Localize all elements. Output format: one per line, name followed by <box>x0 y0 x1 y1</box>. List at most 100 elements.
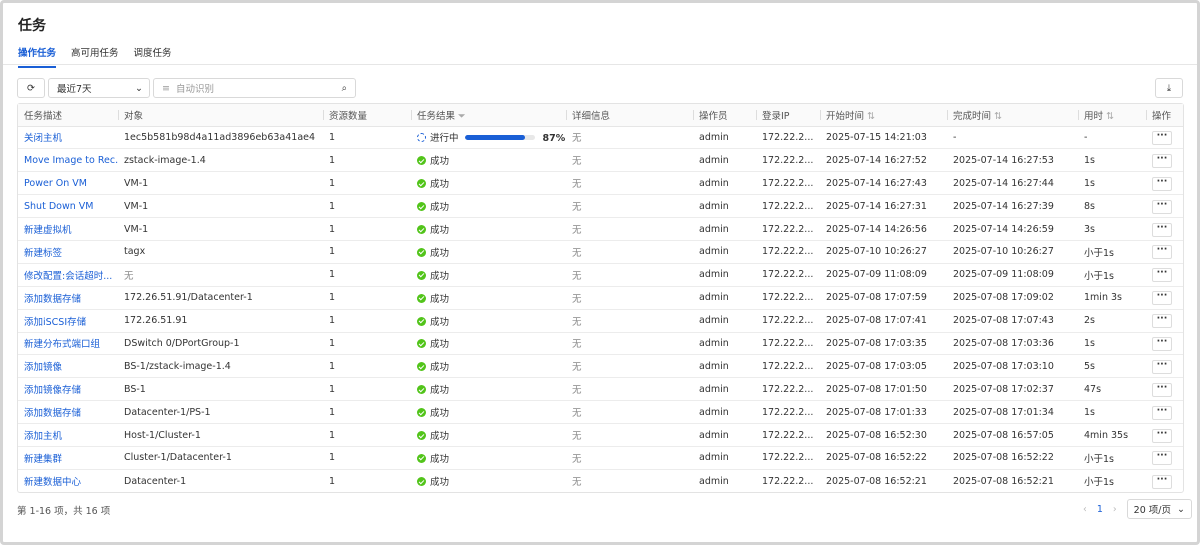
cell-detail: 无 <box>566 400 693 425</box>
tab[interactable]: 操作任务 <box>18 45 57 68</box>
task-link[interactable]: Move Image to Rec... <box>24 154 118 166</box>
progress-fill <box>464 135 526 141</box>
task-link[interactable]: 新建分布式端口组 <box>24 339 101 351</box>
cell-object: 172.26.51.91 <box>118 309 323 333</box>
task-link[interactable]: 新建数据中心 <box>24 477 82 489</box>
task-link[interactable]: 新建集群 <box>24 453 63 465</box>
task-link[interactable]: 添加数据存储 <box>24 293 82 305</box>
cell-start: 2025-07-08 16:52:21 <box>820 469 947 492</box>
refresh-button[interactable]: ⟳ <box>17 78 45 98</box>
task-link[interactable]: 添加镜像 <box>24 362 63 374</box>
task-link[interactable]: 关闭主机 <box>24 133 63 145</box>
cell-text: 172.22.2... <box>762 429 814 441</box>
cell-object: Datacenter-1 <box>118 469 323 492</box>
more-button[interactable]: ··· <box>1152 176 1172 191</box>
more-button[interactable]: ··· <box>1152 360 1172 374</box>
success-icon <box>417 339 426 349</box>
cell-result: 成功 <box>411 217 566 241</box>
task-link[interactable]: 添加数据存储 <box>24 408 82 420</box>
prev-page[interactable]: ‹ <box>1083 503 1087 515</box>
success-icon <box>417 408 426 418</box>
task-link[interactable]: 添加主机 <box>24 431 63 443</box>
cell-action: ··· <box>1146 469 1183 492</box>
more-button[interactable]: ··· <box>1152 428 1172 443</box>
cell-result: 成功 <box>411 400 566 425</box>
range-select[interactable]: 最近7天 ⌄ <box>48 78 150 98</box>
cell-operator: admin <box>693 354 756 379</box>
more-button[interactable]: ··· <box>1152 268 1172 283</box>
next-page[interactable]: › <box>1112 503 1117 515</box>
column-header: 任务描述 <box>18 104 118 127</box>
cell-count: 1 <box>323 400 411 425</box>
more-button[interactable]: ··· <box>1152 405 1172 420</box>
task-link[interactable]: 添加iSCSI存储 <box>24 316 87 328</box>
cell-end: 2025-07-08 17:01:34 <box>947 400 1078 425</box>
cell-detail: 无 <box>566 148 693 173</box>
task-link[interactable]: Power On VM <box>24 177 87 189</box>
cell-object: VM-1 <box>118 217 323 241</box>
task-link[interactable]: 修改配置:会话超时... <box>24 270 113 282</box>
more-button[interactable]: ··· <box>1152 291 1172 306</box>
page-size-select[interactable]: 20 项/页 ⌄ <box>1126 499 1192 519</box>
cell-action: ··· <box>1146 171 1183 196</box>
cell-text: 2025-07-14 16:27:52 <box>826 154 927 166</box>
cell-action: ··· <box>1146 194 1183 219</box>
tab[interactable]: 调度任务 <box>133 48 172 59</box>
cell-text: 172.22.2... <box>762 475 814 487</box>
cell-object: 1ec5b581b98d4a11ad3896eb63a41ae4 <box>118 126 323 150</box>
cell-action: ··· <box>1146 217 1183 241</box>
result-text: 成功 <box>430 293 450 305</box>
table-row: 关闭主机 1ec5b581b98d4a11ad3896eb63a41ae4 1 进行中… <box>18 126 1183 150</box>
task-link[interactable]: 添加镜像存储 <box>24 385 82 397</box>
cell-text: 无 <box>572 453 582 465</box>
cell-text: Datacenter-1/PS-1 <box>124 406 211 418</box>
cell-text: 172.22.2... <box>762 452 814 464</box>
more-button[interactable]: ··· <box>1152 222 1172 237</box>
cell-text: 1s <box>1084 154 1095 166</box>
more-button[interactable]: ··· <box>1152 451 1172 466</box>
cell-end: - <box>947 126 1078 150</box>
cell-text: - <box>1084 131 1088 143</box>
download-button[interactable]: ⤓ <box>1155 78 1183 98</box>
cell-text: 无 <box>572 133 582 145</box>
more-button[interactable]: ··· <box>1152 199 1172 214</box>
task-table: 任务描述 对象 资源数量 任务结果 ⏷ 详细信息 操作员 登录IP 开始时间 ⇅ 完成时间 ⇅ 用… <box>18 104 1183 492</box>
cell-text: tagx <box>124 246 146 258</box>
more-button[interactable]: ··· <box>1152 382 1172 397</box>
column-title: 对象 <box>124 110 144 122</box>
cell-operator: admin <box>693 240 756 264</box>
cell-task: 新建分布式端口组 <box>18 332 118 356</box>
cell-result: 成功 <box>411 240 566 264</box>
cell-count: 1 <box>323 286 411 310</box>
more-button[interactable]: ··· <box>1152 131 1172 145</box>
search-input[interactable]: ≡ 自动识别 ⌕ <box>153 78 356 98</box>
cell-text: 2025-07-09 11:08:09 <box>826 269 927 281</box>
cell-text: 无 <box>572 156 582 168</box>
tab[interactable]: 高可用任务 <box>71 48 119 59</box>
tab-bar: 操作任务 高可用任务 调度任务 <box>18 45 172 68</box>
cell-ip: 172.22.2... <box>756 400 820 425</box>
cell-detail: 无 <box>566 309 693 333</box>
header-icon: ⇅ <box>1103 110 1114 122</box>
task-link[interactable]: 新建标签 <box>24 247 63 259</box>
more-button[interactable]: ··· <box>1152 337 1172 351</box>
more-button[interactable]: ··· <box>1152 154 1172 168</box>
cell-operator: admin <box>693 309 756 333</box>
more-button[interactable]: ··· <box>1152 474 1172 489</box>
more-button[interactable]: ··· <box>1152 314 1172 329</box>
cell-text: 2025-07-14 16:27:31 <box>826 200 927 212</box>
cell-text: 3s <box>1084 223 1095 235</box>
cell-detail: 无 <box>566 286 693 310</box>
result-text: 成功 <box>430 270 450 282</box>
header-icon: ⏷ <box>455 110 466 122</box>
cell-text: 2025-07-08 17:01:33 <box>826 406 927 418</box>
cell-text: 1 <box>329 475 336 487</box>
cell-text: 1 <box>329 177 336 189</box>
cell-text: 2025-07-15 14:21:03 <box>826 131 927 143</box>
task-link[interactable]: 新建虚拟机 <box>24 225 72 236</box>
cell-text: zstack-image-1.4 <box>124 154 206 166</box>
cell-duration: 2s <box>1078 309 1146 333</box>
task-link[interactable]: Shut Down VM <box>24 200 94 212</box>
more-button[interactable]: ··· <box>1152 245 1172 260</box>
page-number[interactable]: 1 <box>1096 503 1103 515</box>
